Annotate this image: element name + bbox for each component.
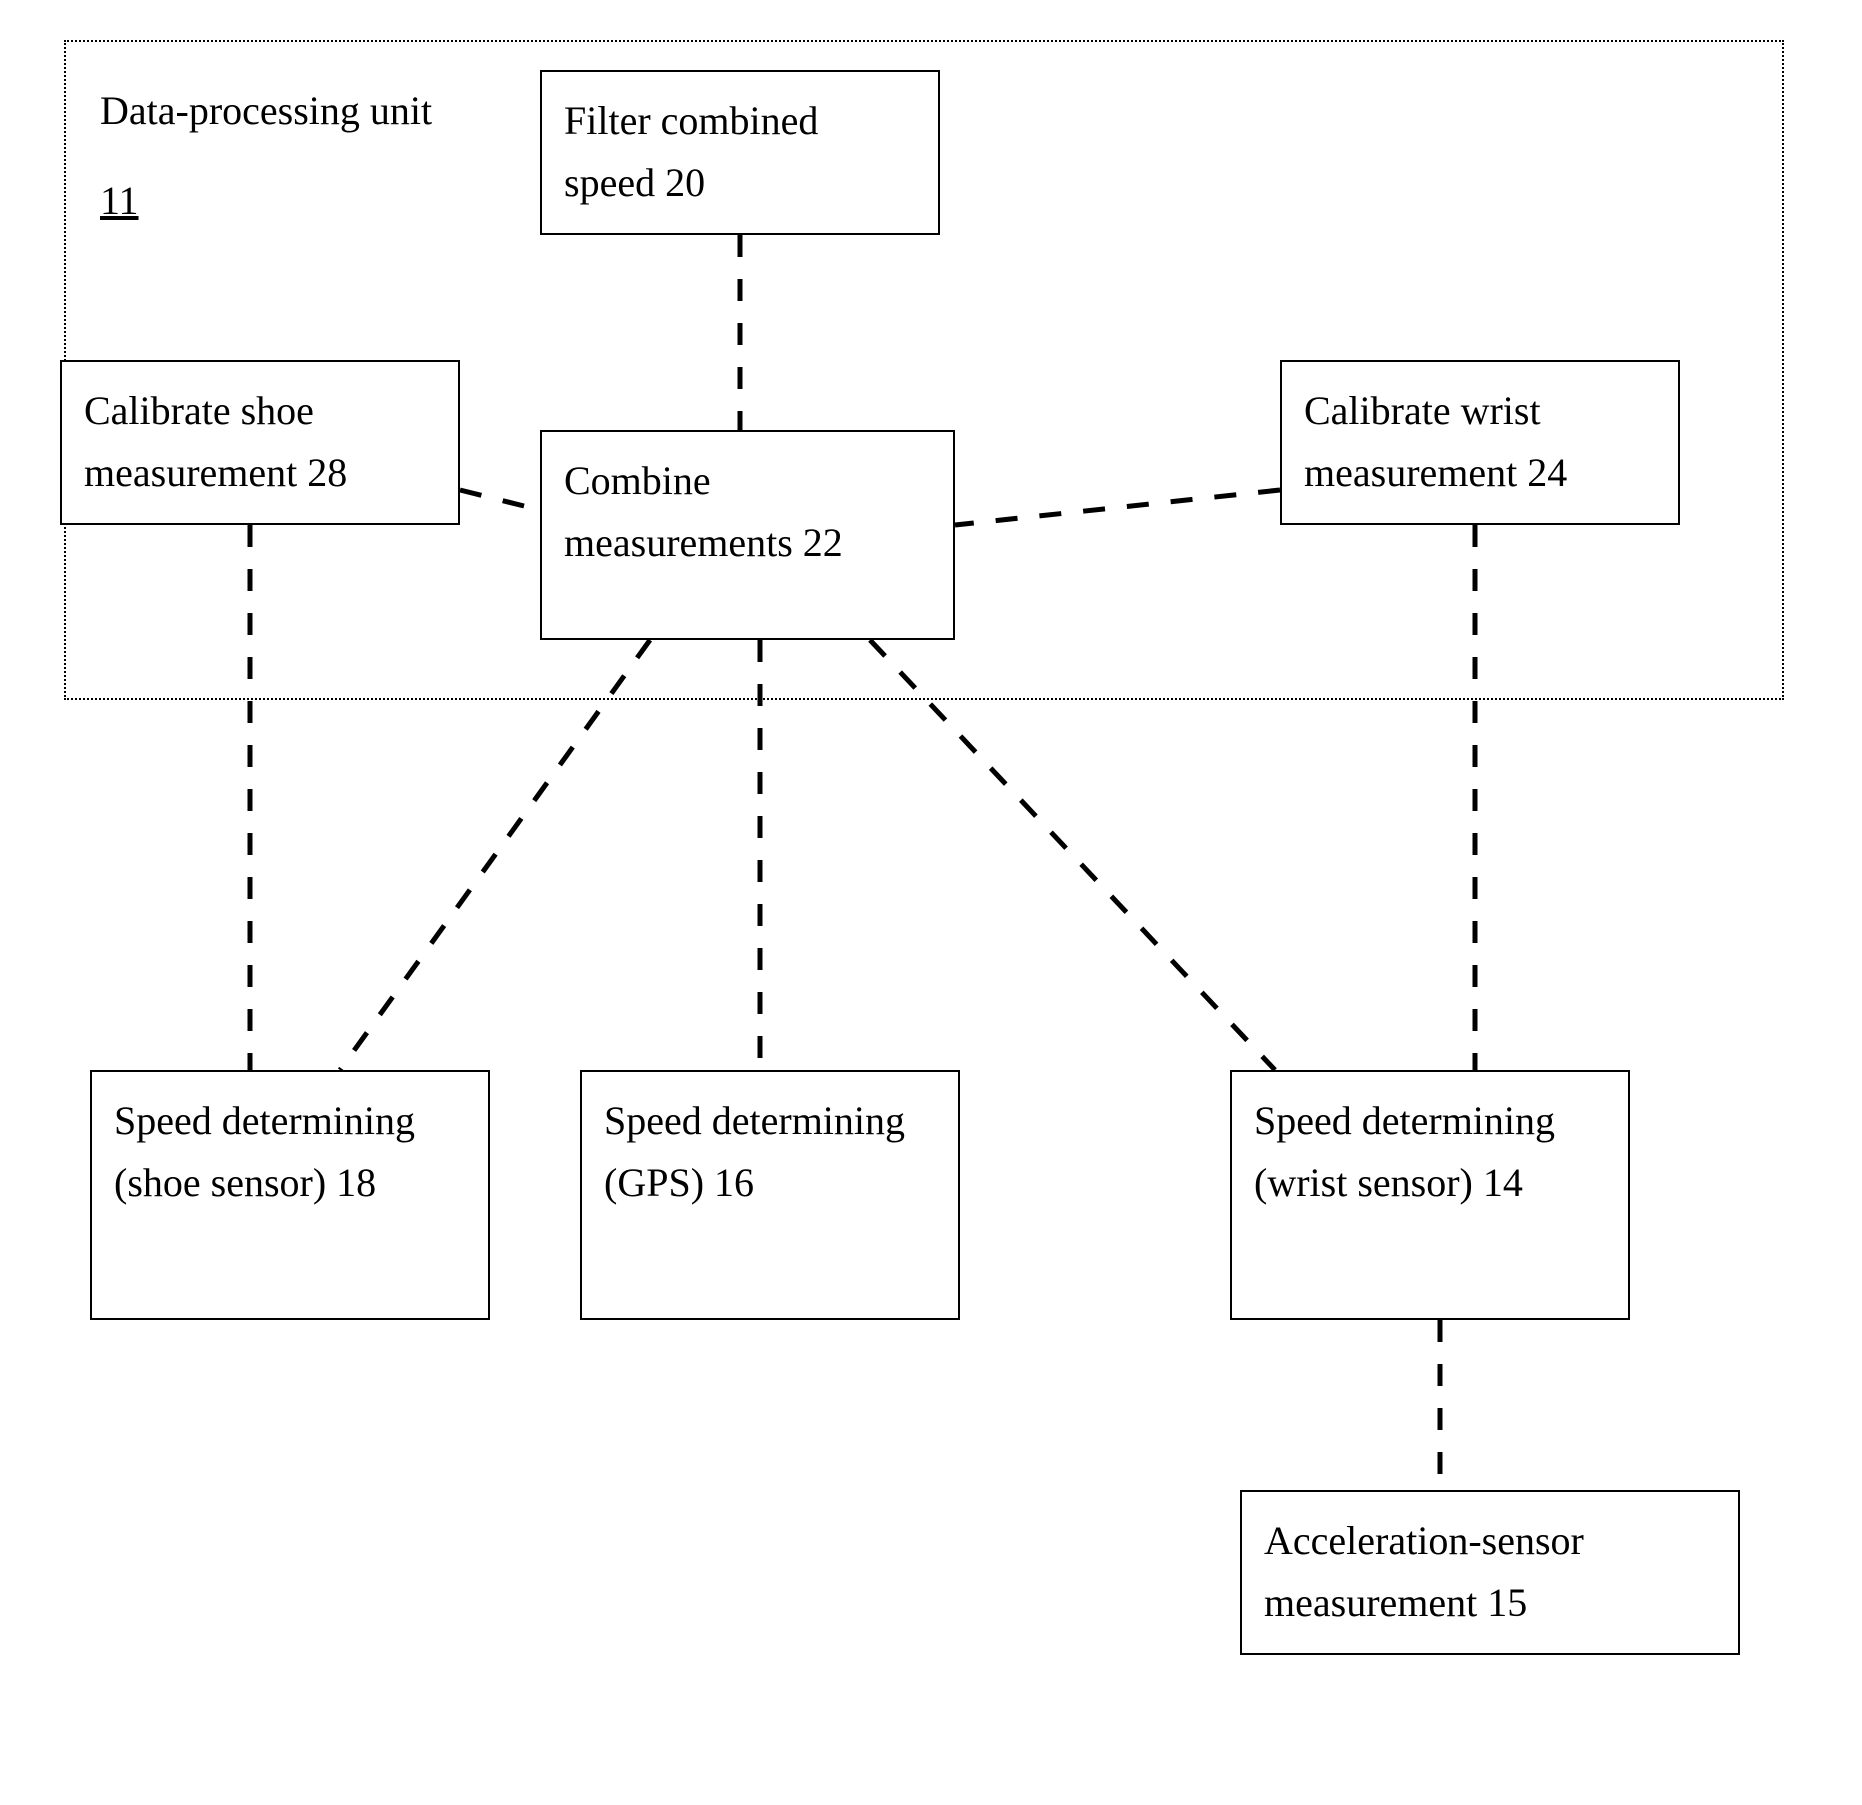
node-combine-measurements: Combine measurements 22 [540, 430, 955, 640]
container-ref: 11 [100, 170, 139, 232]
node-label: Speed determining (GPS) 16 [604, 1098, 905, 1205]
data-processing-unit-label: Data-processing unit 11 [100, 80, 432, 232]
node-label: Combine measurements 22 [564, 458, 843, 565]
node-label: Speed determining (wrist sensor) 14 [1254, 1098, 1555, 1205]
node-label: Filter combined speed 20 [564, 98, 818, 205]
node-label: Calibrate shoe measurement 28 [84, 388, 347, 495]
node-calibrate-wrist: Calibrate wrist measurement 24 [1280, 360, 1680, 525]
node-label: Speed determining (shoe sensor) 18 [114, 1098, 415, 1205]
node-calibrate-shoe: Calibrate shoe measurement 28 [60, 360, 460, 525]
node-speed-shoe-sensor: Speed determining (shoe sensor) 18 [90, 1070, 490, 1320]
node-label: Acceleration-sensor measurement 15 [1264, 1518, 1584, 1625]
node-acceleration-sensor: Acceleration-sensor measurement 15 [1240, 1490, 1740, 1655]
node-label: Calibrate wrist measurement 24 [1304, 388, 1567, 495]
node-speed-gps: Speed determining (GPS) 16 [580, 1070, 960, 1320]
node-speed-wrist-sensor: Speed determining (wrist sensor) 14 [1230, 1070, 1630, 1320]
diagram-canvas: Data-processing unit 11 Filter combined … [0, 0, 1862, 1805]
container-title: Data-processing unit [100, 88, 432, 133]
node-filter-combined-speed: Filter combined speed 20 [540, 70, 940, 235]
